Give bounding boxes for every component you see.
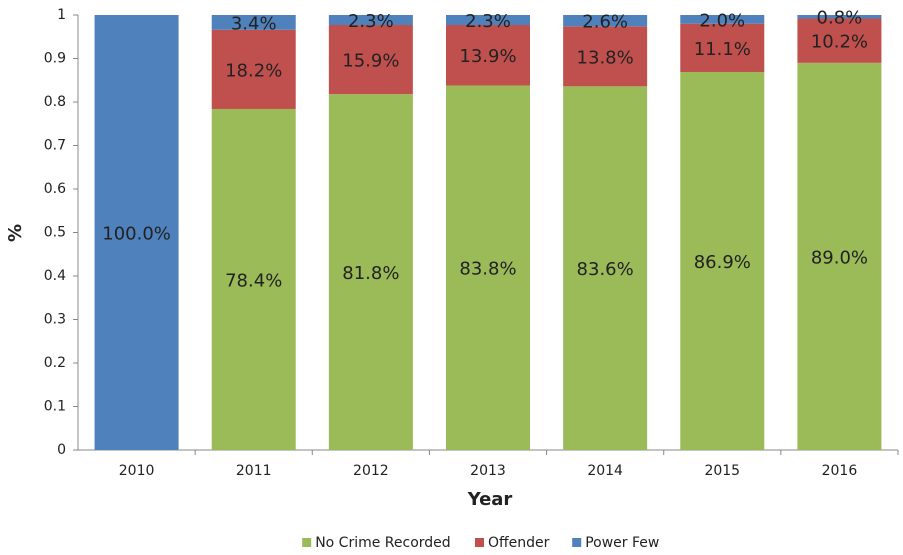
bar-segment [680, 71, 765, 451]
data-label: 2.3% [465, 11, 511, 32]
x-tick-label: 2012 [353, 463, 389, 479]
data-label: 78.4% [225, 270, 282, 291]
data-label: 15.9% [342, 51, 399, 72]
legend-swatch [572, 538, 582, 547]
bar-segment [797, 62, 882, 450]
bar-segment [446, 15, 530, 26]
legend-swatch [302, 538, 312, 547]
legend-label: Offender [488, 535, 550, 551]
legend-label: No Crime Recorded [315, 535, 450, 551]
x-tick-label: 2014 [587, 463, 623, 479]
x-tick-label: 2013 [470, 463, 506, 479]
bar-segment [563, 15, 648, 27]
y-tick-label: 0.4 [44, 268, 66, 284]
data-label: 83.8% [459, 259, 516, 280]
bar-segment [680, 15, 765, 24]
data-label: 13.8% [577, 47, 634, 68]
data-label: 2.3% [348, 11, 394, 32]
y-tick-label: 1 [57, 7, 66, 23]
y-tick-label: 0.5 [44, 225, 66, 241]
bar-segment [797, 15, 882, 19]
x-tick-label: 2016 [822, 463, 858, 479]
y-axis-label: % [5, 224, 26, 242]
data-label: 0.8% [817, 8, 863, 29]
bar-segment [328, 94, 413, 451]
bar-segment [446, 85, 530, 450]
data-label: 2.6% [582, 12, 628, 33]
bar-segment [211, 29, 296, 109]
data-label: 89.0% [811, 247, 868, 268]
y-tick-label: 0.6 [44, 181, 66, 197]
bar-segment [563, 26, 648, 87]
y-tick-label: 0.3 [44, 312, 66, 328]
y-tick-label: 0.8 [44, 94, 66, 110]
bar-segment [328, 25, 413, 95]
legend-label: Power Few [585, 535, 659, 551]
y-tick-label: 0 [57, 442, 66, 458]
bar-segment [797, 18, 882, 63]
data-label: 13.9% [459, 46, 516, 67]
y-tick-label: 0.2 [44, 355, 66, 371]
bar-segment [211, 15, 296, 30]
data-label: 86.9% [694, 252, 751, 273]
data-label: 100.0% [102, 224, 171, 245]
data-label: 10.2% [811, 32, 868, 53]
y-tick-label: 0.1 [44, 399, 66, 415]
bar-segment [446, 25, 530, 86]
x-tick-label: 2010 [119, 463, 155, 479]
bar-segment [563, 86, 648, 450]
data-label: 3.4% [231, 13, 277, 34]
x-tick-label: 2011 [236, 463, 272, 479]
data-label: 83.6% [577, 259, 634, 280]
x-axis-label: Year [467, 489, 513, 510]
data-label: 18.2% [225, 60, 282, 81]
legend-swatch [475, 538, 484, 547]
data-label: 11.1% [694, 39, 751, 60]
y-tick-label: 0.9 [44, 51, 66, 67]
bar-segment [328, 15, 413, 26]
data-label: 81.8% [342, 263, 399, 284]
x-tick-label: 2015 [704, 463, 740, 479]
bar-segment [211, 108, 296, 451]
bar-segment [680, 23, 765, 72]
y-tick-label: 0.7 [44, 138, 66, 154]
bar-segment [94, 15, 179, 450]
data-label: 2.0% [699, 10, 745, 31]
